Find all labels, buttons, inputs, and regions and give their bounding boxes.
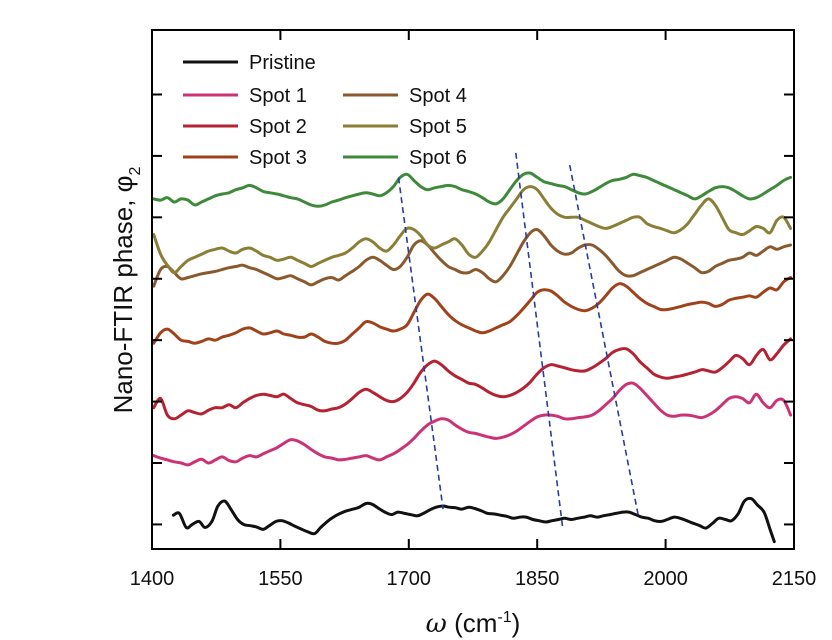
series-line-spot-5 [152, 185, 793, 275]
series-line-spot-1 [152, 381, 793, 467]
y-axis-sub: 2 [127, 166, 144, 175]
dashed-guide-line-2 [515, 152, 564, 530]
dashed-guide-line-3 [568, 164, 639, 516]
plot-area [152, 152, 793, 544]
legend-label: Spot 2 [249, 116, 307, 138]
x-axis-symbol: ω [426, 609, 447, 639]
legend-label: Pristine [249, 52, 316, 74]
series-line-spot-3 [152, 276, 793, 346]
x-axis-unit: (cm [447, 608, 498, 638]
series-line-spot-2 [152, 337, 793, 421]
y-axis-title: Nano-FTIR phase, φ2 [108, 166, 144, 413]
x-tick-label: 2000 [643, 568, 688, 590]
dashed-guide-line-1 [397, 177, 444, 510]
x-axis-title: ω (cm-1) [426, 608, 521, 639]
x-tick-label: 1400 [130, 568, 175, 590]
x-axis-sup: -1 [497, 609, 511, 626]
legend-label: Spot 4 [409, 85, 467, 107]
axes-frame [151, 29, 795, 550]
legend-label: Spot 6 [409, 147, 467, 169]
series-line-pristine [171, 496, 776, 544]
series-line-spot-6 [152, 171, 793, 208]
legend-label: Spot 3 [249, 147, 307, 169]
x-tick-label: 2150 [772, 568, 817, 590]
y-axis-text: Nano-FTIR phase, φ [108, 175, 138, 413]
series-group [152, 152, 793, 544]
x-tick-label: 1700 [387, 568, 432, 590]
series-line-spot-4 [152, 228, 793, 288]
legend-label: Spot 1 [249, 85, 307, 107]
legend: Pristine Spot 1 Spot 2 Spot 3 Spot 4 Spot 5 Sp… [183, 52, 467, 169]
legend-label: Spot 5 [409, 116, 467, 138]
x-tick-label: 1850 [515, 568, 560, 590]
x-tick-label: 1550 [258, 568, 303, 590]
ticks: 1400 1550 1700 1850 2000 2150 [130, 30, 817, 590]
x-axis-close: ) [512, 608, 521, 638]
